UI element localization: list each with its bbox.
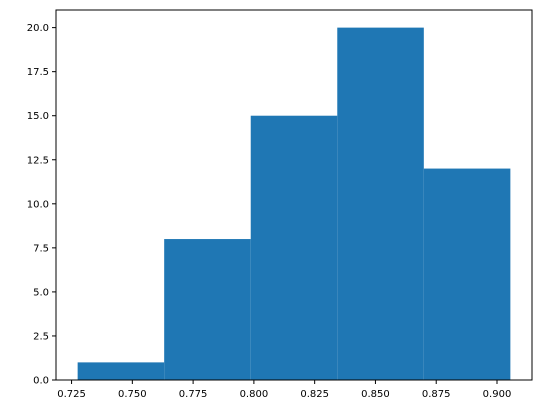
y-tick-label: 20.0 xyxy=(27,23,49,34)
histogram-bar-4 xyxy=(337,27,424,381)
y-tick-label: 5.0 xyxy=(33,287,49,298)
y-tick-label: 17.5 xyxy=(27,67,49,78)
y-tick-label: 2.5 xyxy=(33,331,49,342)
y-tick-label: 12.5 xyxy=(27,155,49,166)
x-tick-label: 0.900 xyxy=(483,389,512,400)
histogram-bar-2 xyxy=(164,239,251,380)
plot-frame xyxy=(55,9,533,381)
x-tick-label: 0.825 xyxy=(300,389,329,400)
x-tick-label: 0.775 xyxy=(179,389,208,400)
histogram-bar-3 xyxy=(250,115,338,381)
x-tick-label: 0.725 xyxy=(57,389,86,400)
x-tick-label: 0.750 xyxy=(118,389,147,400)
x-tick-label: 0.800 xyxy=(240,389,269,400)
y-tick-label: 15.0 xyxy=(27,111,49,122)
y-tick-label: 10.0 xyxy=(27,199,49,210)
x-tick-label: 0.875 xyxy=(422,389,451,400)
y-tick-label: 0.0 xyxy=(33,376,49,387)
x-tick-label: 0.850 xyxy=(361,389,390,400)
y-tick-label: 7.5 xyxy=(33,243,49,254)
histogram-bar-5 xyxy=(423,168,511,380)
x-axis-ticks: 0.725 0.750 0.775 0.800 0.825 0.850 0.875 0.900 xyxy=(57,380,511,400)
histogram-bar-1 xyxy=(77,362,165,380)
y-axis-ticks: 0.0 2.5 5.0 7.5 10.0 12.5 15.0 17.5 20.0 xyxy=(27,23,56,387)
histogram-bars xyxy=(77,27,511,381)
